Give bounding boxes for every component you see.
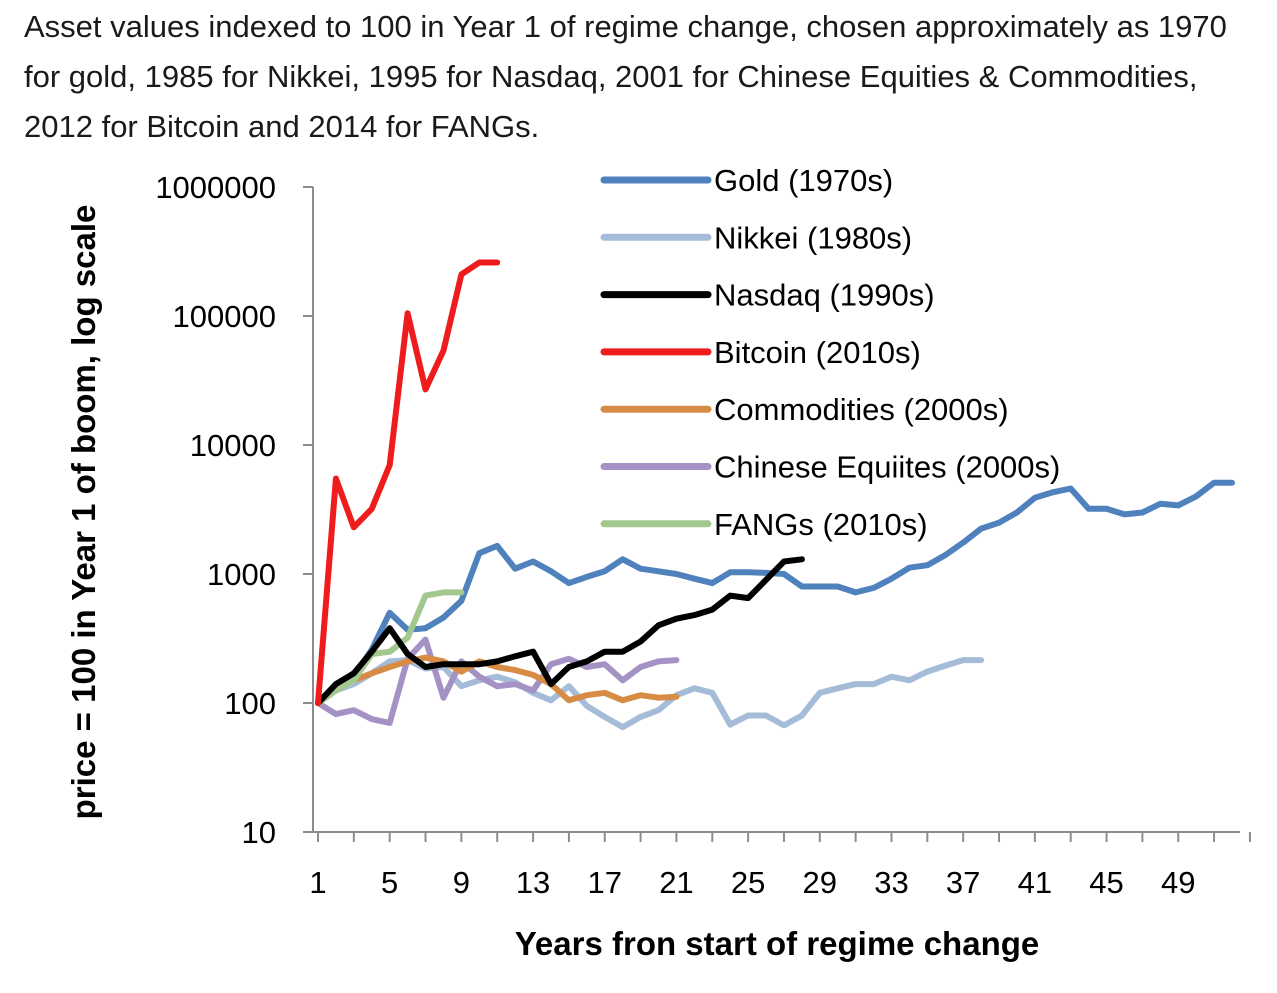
x-tick-label: 41 — [1018, 865, 1052, 900]
legend-label-nasdaq-1990s: Nasdaq (1990s) — [714, 278, 935, 313]
legend-label-gold-1970s: Gold (1970s) — [714, 163, 893, 198]
y-axis-title: price = 100 in Year 1 of boom, log scale — [65, 205, 102, 820]
x-tick-label: 1 — [309, 865, 326, 900]
series-line-fangs-2010s — [315, 589, 465, 706]
x-tick-label: 5 — [381, 865, 398, 900]
x-tick-label: 25 — [731, 865, 765, 900]
series-line-chinese-equiites-2000s — [315, 636, 680, 726]
x-tick-label: 49 — [1161, 865, 1195, 900]
series-line-commodities-2000s — [315, 654, 680, 706]
legend: Gold (1970s) Nikkei (1980s) Nasdaq (1990s)… — [600, 163, 1060, 542]
x-tick-label: 33 — [874, 865, 908, 900]
y-tick-label: 1000 — [207, 557, 276, 592]
x-tick-label: 45 — [1089, 865, 1123, 900]
y-tick-label: 10 — [242, 815, 276, 850]
legend-label-commodities-2000s: Commodities (2000s) — [714, 392, 1009, 427]
y-tick-label: 100000 — [173, 299, 276, 334]
series-line-nasdaq-1990s — [315, 556, 805, 706]
y-tick-label: 1000000 — [155, 170, 276, 205]
chart-title: Asset values indexed to 100 in Year 1 of… — [24, 9, 1227, 144]
legend-label-chinese-equiites-2000s: Chinese Equiites (2000s) — [714, 450, 1060, 485]
legend-label-bitcoin-2010s: Bitcoin (2010s) — [714, 335, 921, 370]
x-tick-label: 13 — [516, 865, 550, 900]
y-ticks: 10 100 1000 10000 100000 1000000 — [155, 170, 313, 850]
y-tick-label: 10000 — [190, 428, 276, 463]
x-ticks: 1 5 9 13 17 21 25 29 33 37 41 45 49 — [309, 832, 1251, 900]
x-tick-label: 21 — [659, 865, 693, 900]
x-tick-label: 17 — [588, 865, 622, 900]
axes — [312, 187, 1240, 833]
x-tick-label: 9 — [453, 865, 470, 900]
x-axis-title: Years fron start of regime change — [515, 925, 1040, 962]
series-layer — [315, 259, 1235, 731]
legend-label-fangs-2010s: FANGs (2010s) — [714, 507, 928, 542]
x-tick-label: 29 — [803, 865, 837, 900]
legend-label-nikkei-1980s: Nikkei (1980s) — [714, 220, 912, 255]
y-tick-label: 100 — [224, 686, 276, 721]
series-line-bitcoin-2010s — [315, 259, 501, 706]
x-tick-label: 37 — [946, 865, 980, 900]
